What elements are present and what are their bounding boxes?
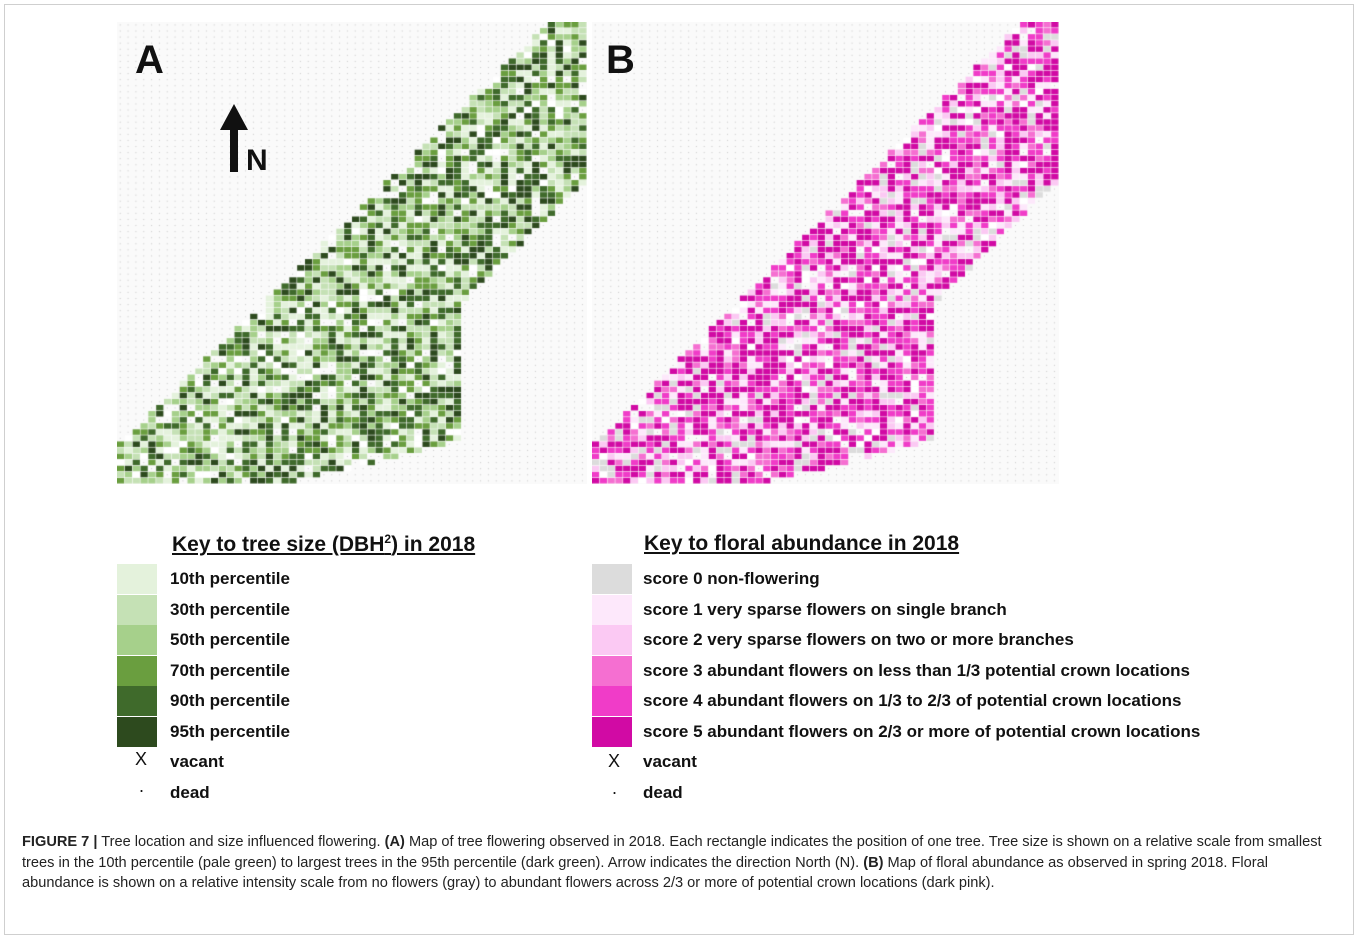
tree-size-legend-title: Key to tree size (DBH2) in 2018 — [172, 532, 476, 556]
floral-legend-row: score 4 abundant flowers on 1/3 to 2/3 o… — [592, 686, 1292, 716]
floral-legend-title: Key to floral abundance in 2018 — [644, 532, 960, 555]
dead-symbol: . — [139, 776, 145, 796]
floral-legend-swatch — [592, 686, 632, 716]
floral-legend-label: score 4 abundant flowers on 1/3 to 2/3 o… — [643, 691, 1182, 710]
floral-legend-row: score 5 abundant flowers on 2/3 or more … — [592, 716, 1292, 747]
tree-size-legend-row: 70th percentile — [117, 655, 817, 686]
floral-legend-label: score 1 very sparse flowers on single br… — [643, 599, 1007, 619]
legend-row-vacant: X vacant — [117, 747, 517, 777]
floral-vacant-label: vacant — [643, 752, 697, 771]
floral-legend-swatch — [592, 594, 632, 625]
floral-legend-label: score 3 abundant flowers on less than 1/… — [643, 660, 1190, 680]
tree-size-legend-label: 90th percentile — [170, 691, 290, 710]
floral-legend-row: score 1 very sparse flowers on single br… — [592, 594, 1292, 625]
floral-legend-swatch — [592, 625, 632, 655]
tree-size-legend-label: 10th percentile — [170, 569, 290, 588]
tree-size-legend-swatch — [117, 716, 157, 747]
floral-dead-symbol: . — [612, 778, 618, 798]
floral-legend-row-dead: . dead — [592, 778, 992, 808]
tree-size-legend-swatch — [117, 655, 157, 686]
tree-size-legend-row: 95th percentile — [117, 716, 817, 747]
tree-size-legend: Key to tree size (DBH2) in 2018 10th per… — [117, 532, 577, 812]
north-label: N — [246, 144, 268, 177]
floral-legend-label: score 2 very sparse flowers on two or mo… — [643, 630, 1074, 649]
floral-legend-swatch — [592, 564, 632, 594]
floral-legend-row: score 2 very sparse flowers on two or mo… — [592, 625, 1292, 655]
panel-label-a: A — [135, 38, 164, 82]
floral-dead-label: dead — [643, 783, 683, 802]
tree-size-legend-row: 10th percentile — [117, 564, 817, 594]
floral-legend-swatch — [592, 716, 632, 747]
tree-size-legend-row: 90th percentile — [117, 686, 817, 716]
tree-size-legend-swatch — [117, 564, 157, 594]
panel-label-b: B — [606, 38, 635, 82]
tree-size-legend-row: 50th percentile — [117, 625, 817, 655]
tree-size-legend-row: 30th percentile — [117, 594, 817, 625]
tree-size-legend-label: 95th percentile — [170, 721, 290, 741]
floral-abundance-map — [592, 22, 1059, 484]
dead-label: dead — [170, 783, 210, 802]
caption-a-tag: (A) — [384, 834, 405, 850]
tree-size-legend-swatch — [117, 686, 157, 716]
tree-size-legend-label: 30th percentile — [170, 599, 290, 619]
vacant-symbol: X — [135, 749, 148, 769]
north-arrow-icon — [220, 104, 248, 172]
tree-size-legend-label: 70th percentile — [170, 660, 290, 680]
floral-vacant-symbol: X — [608, 751, 621, 771]
floral-abundance-grid — [592, 22, 1059, 484]
tree-size-legend-label: 50th percentile — [170, 630, 290, 649]
floral-legend-label: score 0 non-flowering — [643, 569, 820, 588]
vacant-label: vacant — [170, 752, 224, 771]
floral-legend-label: score 5 abundant flowers on 2/3 or more … — [643, 721, 1201, 741]
tree-size-grid — [117, 22, 587, 484]
tree-size-map — [117, 22, 587, 484]
figure-caption: FIGURE 7 | Tree location and size influe… — [22, 832, 1342, 894]
floral-legend-row: score 0 non-flowering — [592, 564, 1292, 594]
figure-frame — [4, 4, 1354, 935]
floral-legend-row-vacant: X vacant — [592, 747, 992, 777]
figure-label: FIGURE 7 | — [22, 834, 98, 850]
floral-legend-swatch — [592, 655, 632, 686]
tree-size-legend-swatch — [117, 594, 157, 625]
caption-a-text: Map of tree flowering observed in 2018. … — [22, 834, 1322, 871]
caption-b-tag: (B) — [863, 854, 884, 871]
legend-row-dead: . dead — [117, 776, 517, 808]
caption-lead: Tree location and size influenced flower… — [97, 834, 385, 850]
tree-size-legend-swatch — [117, 625, 157, 655]
caption-b-text: Map of floral abundance as observed in s… — [22, 854, 1269, 892]
floral-legend-row: score 3 abundant flowers on less than 1/… — [592, 655, 1292, 686]
floral-abundance-legend: Key to floral abundance in 2018 score 0 … — [592, 532, 1332, 812]
